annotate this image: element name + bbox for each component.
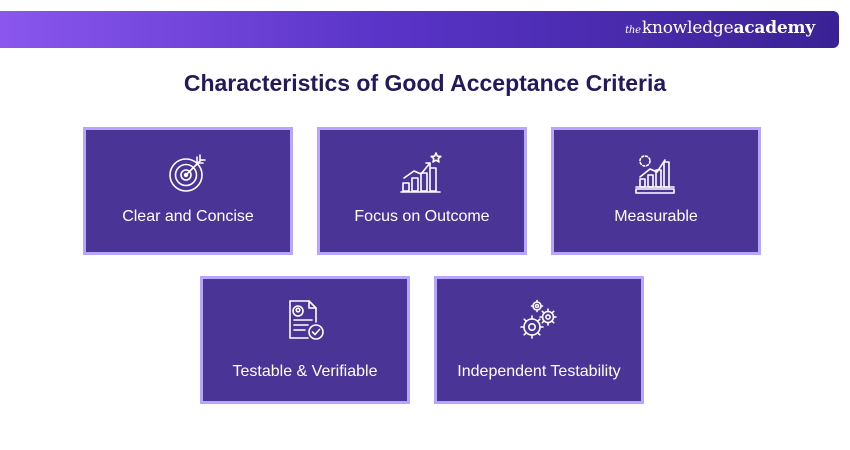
verified-document-icon — [289, 300, 324, 340]
card-label: Clear and Concise — [122, 208, 254, 225]
card-independent-testability: Independent Testability — [434, 276, 644, 404]
target-icon — [169, 154, 206, 192]
brand-prefix: the — [625, 25, 641, 36]
gears-icon — [520, 299, 557, 339]
page-title: Characteristics of Good Acceptance Crite… — [183, 70, 667, 96]
card-label: Independent Testability — [457, 363, 621, 380]
card-label: Testable & Verifiable — [232, 363, 378, 380]
brand-name-light: knowledge — [641, 18, 734, 38]
header-banner: theknowledgeacademy — [0, 11, 839, 48]
brand-name-bold: academy — [733, 18, 815, 38]
bar-chart-icon — [635, 155, 675, 194]
card-label: Focus on Outcome — [354, 208, 490, 225]
brand-logo: theknowledgeacademy — [625, 18, 815, 38]
card-focus-on-outcome: Focus on Outcome — [317, 127, 527, 255]
growth-chart-icon — [400, 152, 442, 193]
card-clear-and-concise: Clear and Concise — [83, 127, 293, 255]
card-testable-and-verifiable: Testable & Verifiable — [200, 276, 410, 404]
card-label: Measurable — [614, 208, 698, 225]
card-measurable: Measurable — [551, 127, 761, 255]
